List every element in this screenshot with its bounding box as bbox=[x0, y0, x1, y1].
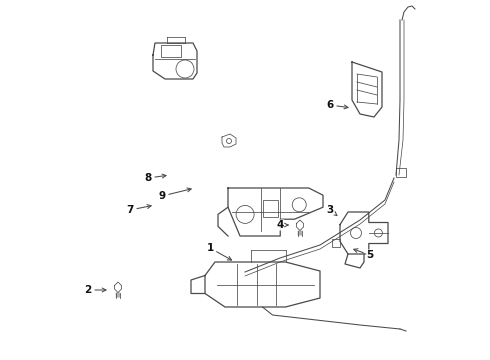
Text: 9: 9 bbox=[158, 188, 191, 201]
Text: 6: 6 bbox=[326, 100, 348, 110]
Bar bbox=[332, 239, 340, 247]
Bar bbox=[396, 168, 406, 177]
Text: 1: 1 bbox=[206, 243, 232, 260]
Text: 5: 5 bbox=[354, 249, 374, 260]
Bar bbox=[263, 200, 278, 217]
Text: 3: 3 bbox=[326, 205, 337, 216]
Text: 8: 8 bbox=[145, 173, 166, 183]
Text: 4: 4 bbox=[276, 220, 288, 230]
Bar bbox=[161, 45, 181, 57]
Text: 2: 2 bbox=[84, 285, 106, 295]
Text: 7: 7 bbox=[126, 204, 151, 215]
